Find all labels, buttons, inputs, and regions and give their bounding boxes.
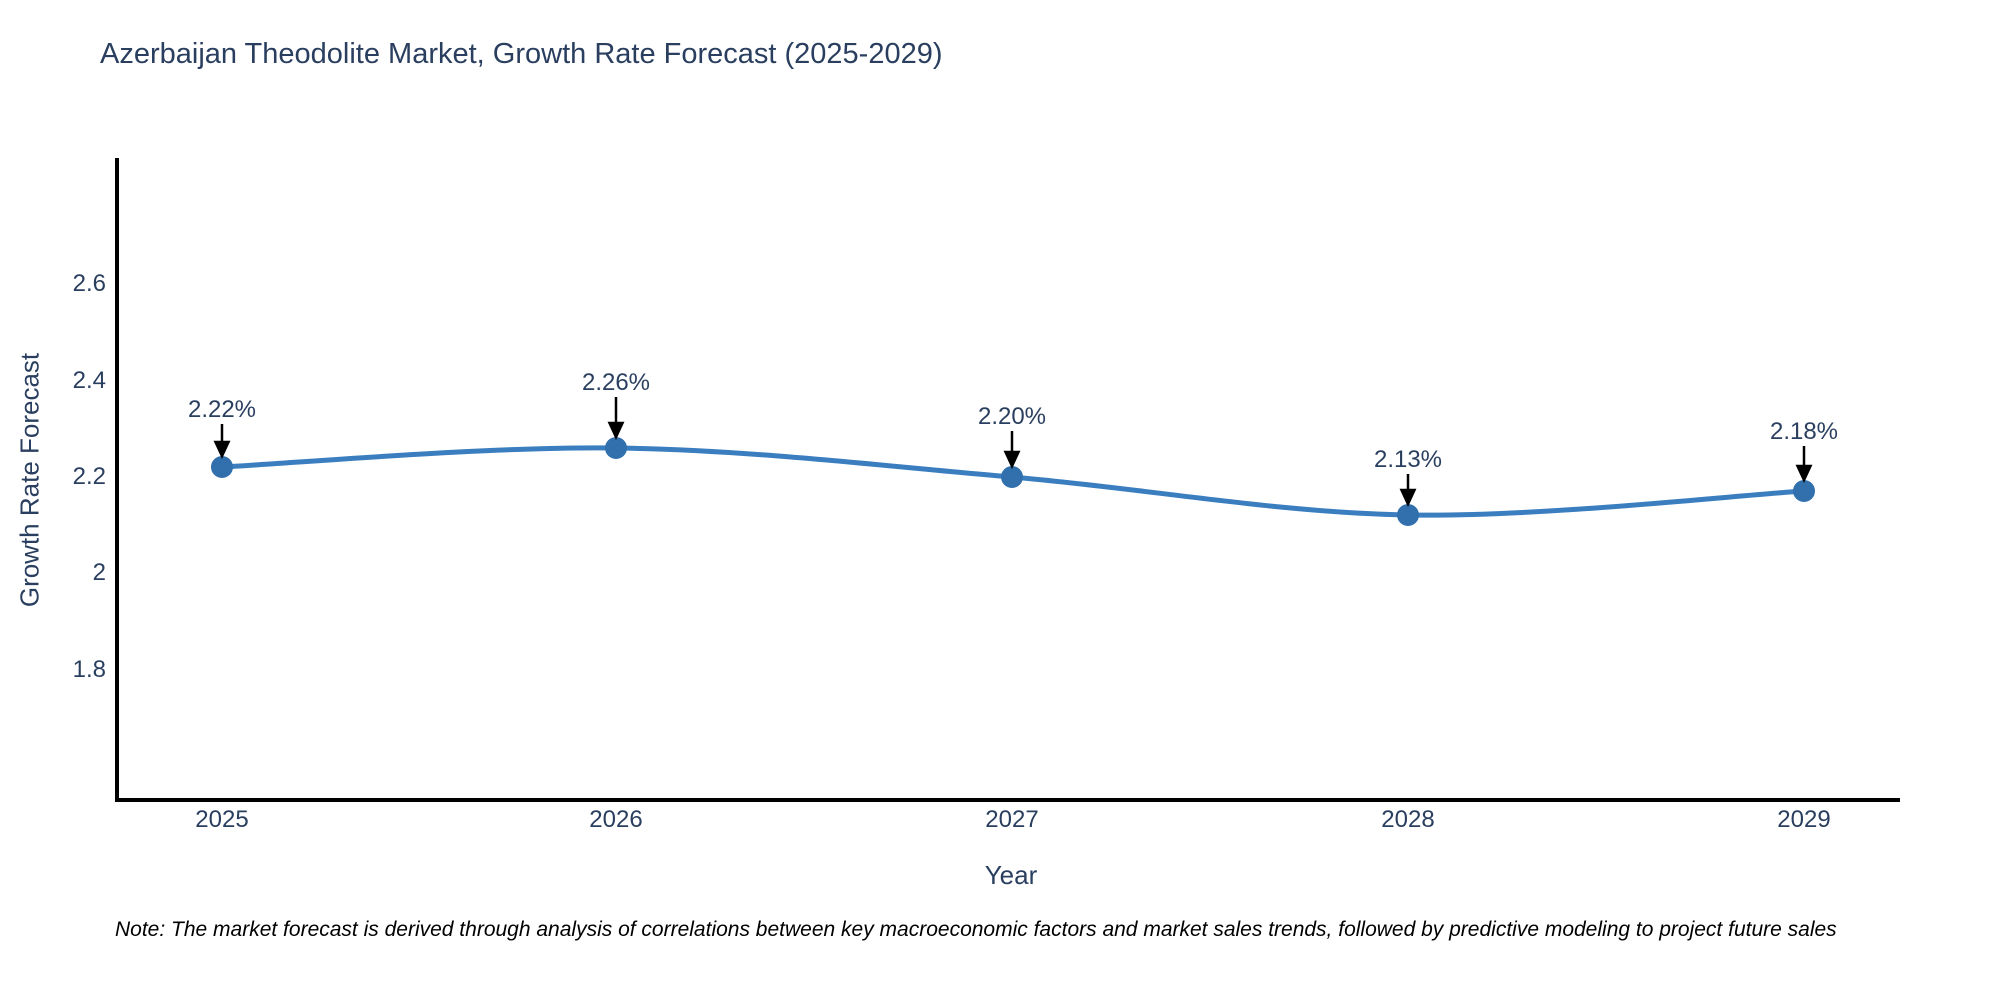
point-annotation-2028: 2.13% bbox=[1373, 446, 1443, 473]
x-tick-label: 2029 bbox=[1777, 806, 1831, 833]
annotation-arrowhead-2027 bbox=[1003, 450, 1021, 469]
chart-title: Azerbaijan Theodolite Market, Growth Rat… bbox=[100, 38, 943, 70]
data-point-2028 bbox=[1397, 504, 1419, 526]
point-annotation-2029: 2.18% bbox=[1769, 418, 1839, 445]
y-tick-label: 1.8 bbox=[72, 656, 106, 683]
y-tick-label: 2.2 bbox=[72, 463, 106, 490]
x-axis-title: Year bbox=[984, 860, 1038, 890]
point-annotation-2027: 2.20% bbox=[977, 403, 1047, 430]
point-annotation-2025: 2.22% bbox=[187, 396, 257, 423]
data-point-2025 bbox=[211, 456, 233, 478]
data-point-2027 bbox=[1001, 466, 1023, 488]
x-tick-label: 2025 bbox=[195, 806, 249, 833]
footnote: Note: The market forecast is derived thr… bbox=[115, 918, 1837, 941]
x-tick-label: 2028 bbox=[1381, 806, 1435, 833]
y-tick-label: 2.6 bbox=[72, 270, 106, 297]
point-annotation-2026: 2.26% bbox=[581, 369, 651, 396]
y-tick-label: 2.4 bbox=[72, 367, 106, 394]
y-tick-label: 2 bbox=[92, 559, 106, 586]
data-point-2026 bbox=[605, 437, 627, 459]
x-tick-label: 2026 bbox=[589, 806, 643, 833]
annotation-arrowhead-2025 bbox=[213, 440, 231, 459]
annotation-arrowhead-2026 bbox=[607, 421, 625, 440]
annotation-arrowhead-2029 bbox=[1795, 464, 1813, 483]
annotation-arrowhead-2028 bbox=[1399, 488, 1417, 507]
data-point-2029 bbox=[1793, 480, 1815, 502]
x-tick-label: 2027 bbox=[985, 806, 1039, 833]
